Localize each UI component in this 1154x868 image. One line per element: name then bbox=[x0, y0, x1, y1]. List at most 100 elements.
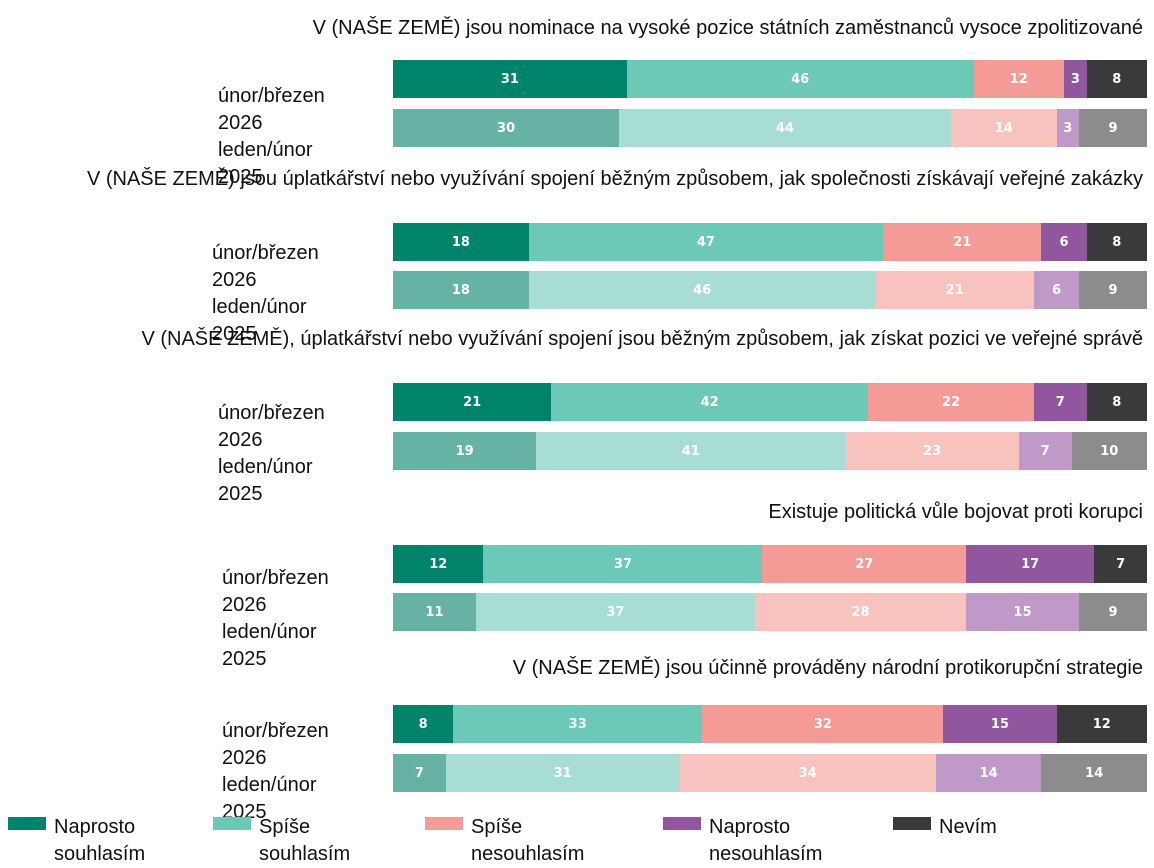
bar-segment: 15 bbox=[943, 705, 1057, 743]
bar-segment: 30 bbox=[393, 109, 620, 147]
bar-segment: 27 bbox=[762, 545, 967, 583]
bar-segment: 3 bbox=[1056, 109, 1080, 147]
data-label: 12 bbox=[1092, 716, 1111, 732]
bar-segment: 47 bbox=[528, 223, 884, 261]
bar-segment: 8 bbox=[393, 705, 454, 743]
bar-segment: 10 bbox=[1071, 432, 1147, 470]
bar-segment: 8 bbox=[1086, 223, 1147, 261]
bar-segment: 19 bbox=[393, 432, 537, 470]
data-label: 8 bbox=[1112, 234, 1122, 250]
category-label: leden/únor 2025 bbox=[218, 456, 313, 505]
data-label: 22 bbox=[941, 394, 960, 410]
data-label: 15 bbox=[990, 716, 1009, 732]
data-label: 37 bbox=[606, 604, 625, 620]
bar-segment: 9 bbox=[1079, 109, 1147, 147]
data-label: 14 bbox=[979, 765, 998, 781]
data-label: 42 bbox=[700, 394, 719, 410]
data-label: 46 bbox=[791, 71, 810, 87]
bar-segment: 37 bbox=[483, 545, 763, 583]
bar-segment: 14 bbox=[1041, 754, 1147, 792]
legend-label: Naprosto nesouhlasím bbox=[709, 816, 823, 865]
data-label: 33 bbox=[568, 716, 587, 732]
bar-segment: 42 bbox=[551, 383, 868, 421]
data-label: 37 bbox=[613, 556, 632, 572]
bar-segment: 34 bbox=[679, 754, 936, 792]
bar-segment: 6 bbox=[1033, 271, 1080, 309]
legend-swatch bbox=[8, 817, 46, 830]
legend-swatch bbox=[663, 817, 701, 830]
data-label: 10 bbox=[1100, 443, 1119, 459]
bar-segment: 21 bbox=[875, 271, 1034, 309]
bar-segment: 14 bbox=[935, 754, 1042, 792]
bar-segment: 18 bbox=[393, 271, 529, 309]
data-label: 9 bbox=[1108, 282, 1118, 298]
data-label: 8 bbox=[1112, 394, 1122, 410]
data-label: 18 bbox=[451, 282, 470, 298]
bar-segment: 12 bbox=[393, 545, 484, 583]
data-label: 17 bbox=[1021, 556, 1040, 572]
bar-segment: 6 bbox=[1041, 223, 1087, 261]
bar-segment: 11 bbox=[393, 593, 476, 631]
bar-segment: 8 bbox=[1086, 383, 1147, 421]
bar-segment: 7 bbox=[1094, 545, 1147, 583]
data-label: 3 bbox=[1070, 71, 1080, 87]
data-label: 18 bbox=[451, 234, 470, 250]
data-label: 30 bbox=[497, 120, 516, 136]
bar-segment: 12 bbox=[973, 60, 1065, 98]
data-label: 7 bbox=[1040, 443, 1050, 459]
legend-label: Spíše souhlasím bbox=[259, 816, 351, 865]
chart-title: V (NAŠE ZEMĚ), úplatkářství nebo využívá… bbox=[141, 328, 1143, 350]
data-label: 8 bbox=[418, 716, 428, 732]
chart-title: V (NAŠE ZEMĚ) jsou účinně prováděny náro… bbox=[512, 657, 1143, 679]
data-label: 14 bbox=[994, 120, 1013, 136]
data-label: 21 bbox=[463, 394, 482, 410]
data-label: 3 bbox=[1063, 120, 1073, 136]
bar-segment: 21 bbox=[883, 223, 1042, 261]
bar-segment: 22 bbox=[868, 383, 1034, 421]
bar-segment: 12 bbox=[1056, 705, 1147, 743]
bar-segment: 31 bbox=[445, 754, 680, 792]
bar-segment: 23 bbox=[845, 432, 1019, 470]
category-label: leden/únor 2025 bbox=[212, 296, 307, 345]
data-label: 21 bbox=[945, 282, 964, 298]
data-label: 12 bbox=[429, 556, 448, 572]
category-label: únor/březen 2026 bbox=[222, 567, 329, 616]
bar-segment: 21 bbox=[393, 383, 552, 421]
bar-segment: 7 bbox=[1033, 383, 1087, 421]
category-label: únor/březen 2026 bbox=[218, 402, 325, 451]
category-label: leden/únor 2025 bbox=[222, 621, 317, 670]
category-label: leden/únor 2025 bbox=[218, 139, 313, 188]
bar-segment: 9 bbox=[1079, 593, 1147, 631]
legend-label: Naprosto souhlasím bbox=[54, 816, 146, 865]
data-label: 7 bbox=[1116, 556, 1126, 572]
bar-segment: 8 bbox=[1086, 60, 1147, 98]
data-label: 46 bbox=[693, 282, 712, 298]
bar-segment: 3 bbox=[1064, 60, 1087, 98]
bar-segment: 7 bbox=[1018, 432, 1072, 470]
category-label: únor/březen 2026 bbox=[218, 85, 325, 134]
bar-segment: 28 bbox=[754, 593, 967, 631]
bar-segment: 9 bbox=[1079, 271, 1147, 309]
bar-segment: 32 bbox=[702, 705, 944, 743]
bar-segment: 14 bbox=[950, 109, 1057, 147]
bar-segment: 44 bbox=[619, 109, 951, 147]
legend-swatch bbox=[213, 817, 251, 830]
legend-label: Nevím bbox=[939, 816, 997, 838]
data-label: 47 bbox=[696, 234, 715, 250]
data-label: 6 bbox=[1051, 282, 1062, 298]
legend-swatch bbox=[893, 817, 931, 830]
bar-segment: 41 bbox=[536, 432, 846, 470]
data-label: 7 bbox=[1055, 394, 1065, 410]
data-label: 6 bbox=[1059, 234, 1069, 250]
legend-swatch bbox=[425, 817, 463, 830]
bar-segment: 37 bbox=[475, 593, 755, 631]
data-label: 15 bbox=[1013, 604, 1032, 620]
data-label: 7 bbox=[414, 765, 424, 781]
bar-segment: 17 bbox=[966, 545, 1095, 583]
data-label: 44 bbox=[776, 120, 795, 136]
bar-segment: 46 bbox=[626, 60, 974, 98]
bar-segment: 15 bbox=[966, 593, 1080, 631]
data-label: 14 bbox=[1085, 765, 1104, 781]
data-label: 27 bbox=[855, 556, 874, 572]
